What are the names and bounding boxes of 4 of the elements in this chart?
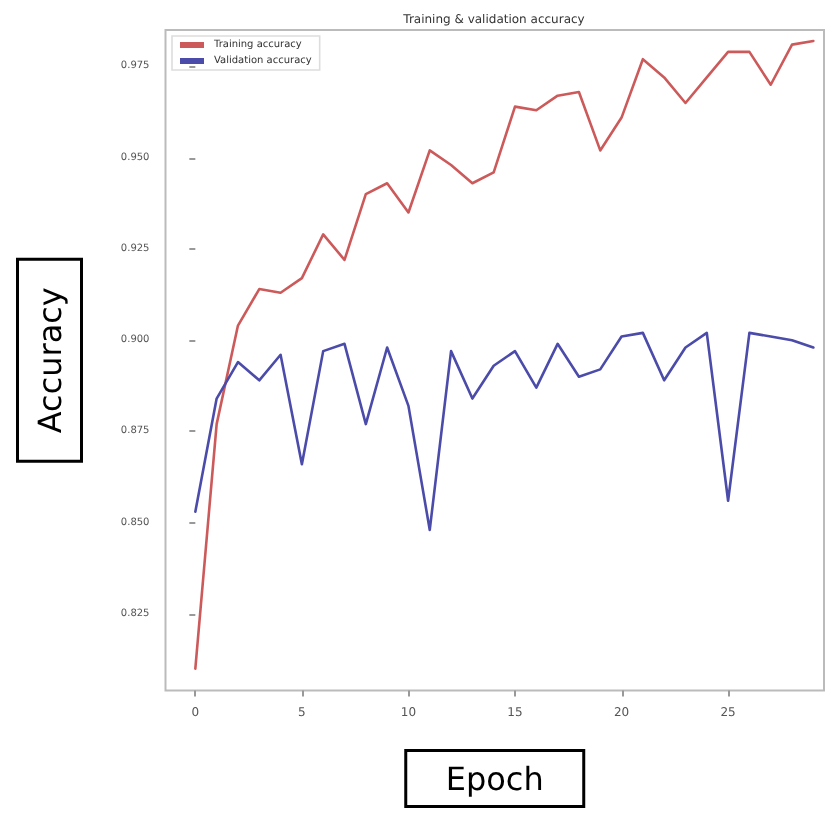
y-axis-title: Accuracy bbox=[30, 287, 69, 434]
line-series bbox=[194, 331, 815, 532]
x-axis-title: Epoch bbox=[445, 759, 544, 798]
line-series bbox=[194, 39, 815, 670]
